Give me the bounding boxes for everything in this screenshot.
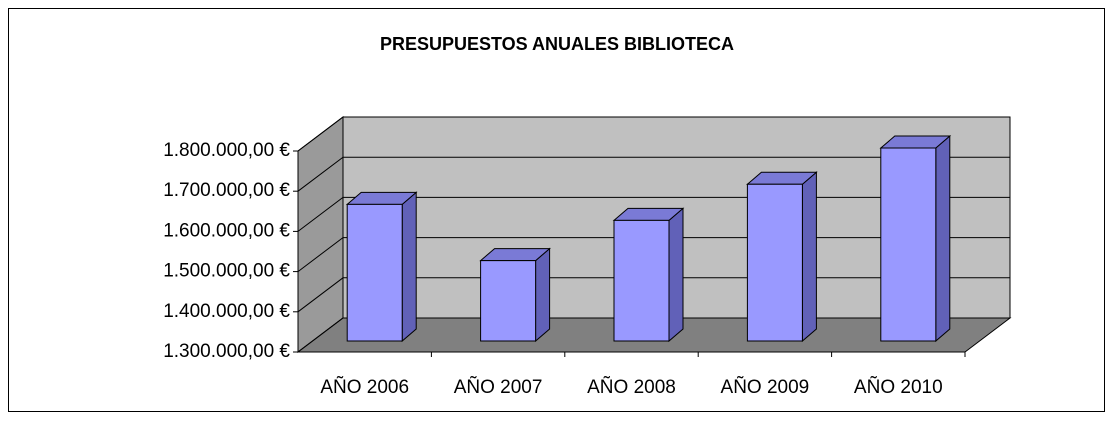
bar-front: [346, 203, 403, 342]
y-tick-label: 1.800.000,00 €: [163, 140, 290, 161]
x-tick-label: AÑO 2010: [854, 376, 943, 398]
bar-side: [535, 247, 551, 343]
bar: [879, 134, 952, 343]
y-tick-label: 1.700.000,00 €: [163, 180, 290, 201]
bar-side: [801, 171, 817, 343]
bar-front: [746, 183, 803, 342]
y-tick-label: 1.600.000,00 €: [163, 220, 290, 241]
x-tick-label: AÑO 2007: [454, 376, 543, 398]
bar: [345, 191, 418, 343]
x-tick-label: AÑO 2009: [721, 376, 810, 398]
bar-side: [668, 207, 684, 343]
grid-line: [297, 116, 1010, 152]
bar-front: [613, 219, 670, 342]
chart-title: PRESUPUESTOS ANUALES BIBLIOTECA: [380, 34, 734, 54]
bar: [479, 247, 551, 343]
bar-front: [480, 260, 537, 342]
grid-line: [297, 156, 1010, 192]
y-tick-label: 1.400.000,00 €: [163, 301, 290, 322]
y-tick-label: 1.500.000,00 €: [163, 261, 290, 282]
side-wall: [297, 115, 344, 354]
bar: [746, 171, 818, 343]
bar-side: [401, 191, 417, 343]
bar-side: [935, 134, 951, 343]
x-tick-label: AÑO 2006: [320, 376, 409, 398]
bar-front: [880, 147, 937, 342]
bar: [612, 207, 685, 343]
x-tick-label: AÑO 2008: [587, 376, 676, 398]
y-tick-label: 1.300.000,00 €: [163, 341, 290, 362]
